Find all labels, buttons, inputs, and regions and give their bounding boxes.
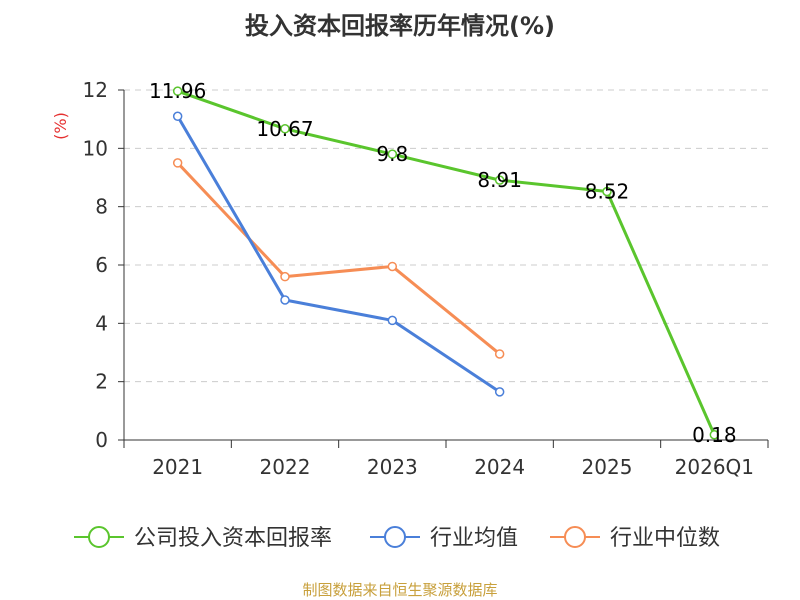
y-tick-label: 0 xyxy=(95,428,108,452)
source-note: 制图数据来自恒生聚源数据库 xyxy=(302,581,498,599)
data-point[interactable] xyxy=(172,158,183,168)
series-line-0 xyxy=(177,89,716,436)
x-tick-label: 2021 xyxy=(152,455,203,479)
x-tick-label: 2025 xyxy=(582,455,633,479)
data-point[interactable] xyxy=(387,315,398,326)
legend-marker[interactable] xyxy=(384,526,406,548)
legend-marker[interactable] xyxy=(88,526,110,548)
data-label: 8.52 xyxy=(585,180,630,204)
data-label: 10.67 xyxy=(256,117,313,141)
chart-title: 投入资本回报率历年情况(%) xyxy=(245,12,555,40)
data-point[interactable] xyxy=(280,295,290,305)
data-point[interactable] xyxy=(387,261,398,272)
data-label: 11.96 xyxy=(149,79,206,103)
data-label: 8.91 xyxy=(477,168,522,192)
data-label: 0.18 xyxy=(692,423,737,447)
data-point[interactable] xyxy=(709,430,720,440)
y-tick-label: 8 xyxy=(95,195,108,219)
data-point[interactable] xyxy=(494,387,505,397)
data-label: 9.8 xyxy=(376,142,408,166)
series-line-1 xyxy=(176,115,501,394)
y-axis-label: (%) xyxy=(51,112,70,140)
x-tick-label: 2024 xyxy=(474,455,525,479)
legend-label[interactable]: 行业均值 xyxy=(430,526,518,551)
legend-marker[interactable] xyxy=(564,526,586,548)
data-point[interactable] xyxy=(172,86,183,96)
data-point[interactable] xyxy=(280,271,290,282)
data-point[interactable] xyxy=(602,186,612,197)
y-tick-label: 12 xyxy=(83,78,108,102)
x-tick-label: 2026Q1 xyxy=(675,455,754,479)
data-point[interactable] xyxy=(494,349,505,359)
y-tick-label: 2 xyxy=(95,370,108,394)
y-tick-label: 10 xyxy=(83,136,108,160)
data-point[interactable] xyxy=(280,124,290,134)
x-tick-label: 2023 xyxy=(367,455,418,479)
y-tick-label: 4 xyxy=(95,311,108,335)
data-point[interactable] xyxy=(494,175,505,185)
data-point[interactable] xyxy=(387,149,398,159)
y-tick-label: 6 xyxy=(95,253,108,277)
legend-label[interactable]: 公司投入资本回报率 xyxy=(134,526,332,551)
x-tick-label: 2022 xyxy=(260,455,311,479)
data-point[interactable] xyxy=(172,111,183,121)
legend-label[interactable]: 行业中位数 xyxy=(610,526,720,551)
series-line-2 xyxy=(176,161,501,356)
